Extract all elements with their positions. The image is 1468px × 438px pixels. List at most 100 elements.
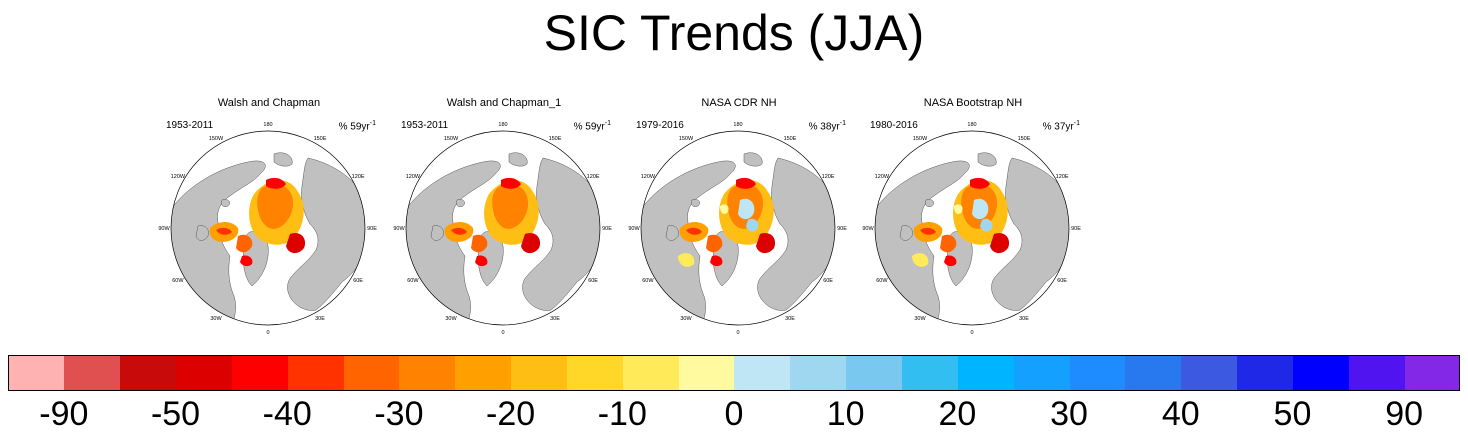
longitude-label: 150E	[314, 136, 327, 142]
longitude-label: 120W	[406, 174, 421, 180]
polar-map: 180 150E 120E 90E 60E 30E 0 30W 60W 90W 120W 150W	[393, 122, 612, 336]
polar-map: 180 150E 120E 90E 60E 30E 0 30W 60W 90W 120W 150W	[158, 122, 377, 336]
longitude-label: 30E	[550, 316, 560, 322]
colorbar-label: 30	[1050, 395, 1088, 433]
longitude-label: 180	[263, 122, 272, 128]
longitude-label: 60W	[407, 278, 419, 284]
longitude-label: 0	[736, 330, 739, 336]
colorbar-label: -20	[486, 395, 536, 433]
longitude-label: 120W	[641, 174, 656, 180]
colorbar-cell	[175, 355, 232, 391]
longitude-label: 180	[498, 122, 507, 128]
land-mass	[925, 199, 934, 207]
polar-map: 180 150E 120E 90E 60E 30E 0 30W 60W 90W 120W 150W	[862, 122, 1081, 336]
longitude-label: 120E	[352, 174, 365, 180]
colorbar-cell	[1180, 355, 1238, 391]
land-mass	[522, 157, 600, 311]
colorbar-cell	[1404, 355, 1461, 391]
longitude-label: 60E	[1057, 278, 1067, 284]
colorbar-label: 50	[1273, 395, 1312, 433]
colorbar-cell	[678, 355, 735, 391]
map-panel: Walsh and Chapman_1 1953-2011 % 59yr-1 180 1…	[393, 96, 615, 336]
longitude-label: 60W	[642, 278, 654, 284]
colorbar-cell	[1124, 355, 1182, 391]
land-mass	[430, 225, 444, 241]
longitude-label: 120E	[587, 174, 600, 180]
longitude-label: 150E	[1018, 136, 1031, 142]
longitude-label: 90E	[602, 226, 612, 232]
longitude-label: 90E	[367, 226, 377, 232]
colorbar-cell	[63, 355, 121, 391]
land-mass	[273, 152, 293, 167]
land-mass	[977, 152, 997, 167]
longitude-label: 90E	[837, 226, 847, 232]
land-mass	[757, 157, 835, 311]
longitude-label: 150W	[679, 136, 694, 142]
colorbar-cell	[231, 355, 288, 391]
colorbar-cell	[845, 355, 903, 391]
colorbar-label: -90	[39, 395, 89, 433]
panel-title: Walsh and Chapman_1	[446, 97, 562, 109]
colorbar-label: 40	[1161, 395, 1200, 433]
polar-map: 180 150E 120E 90E 60E 30E 0 30W 60W 90W 120W 150W	[628, 122, 847, 336]
colorbar-cell	[454, 355, 512, 391]
sic-trend-field	[444, 177, 541, 267]
colorbar-cell	[119, 355, 177, 391]
colorbar-label: 90	[1385, 395, 1424, 433]
panel-trend-unit: % 59yr-1	[573, 120, 611, 133]
colorbar-cell	[343, 355, 400, 391]
longitude-label: 60W	[876, 278, 888, 284]
colorbar-label: -40	[262, 395, 312, 433]
longitude-label: 0	[266, 330, 269, 336]
colorbar-cell	[622, 355, 679, 391]
colorbar-label: -10	[597, 395, 647, 433]
longitude-label: 150E	[784, 136, 797, 142]
longitude-label: 30E	[785, 316, 795, 322]
colorbar-cell	[8, 355, 65, 391]
land-mass	[195, 225, 209, 241]
colorbar-label: 10	[826, 395, 865, 433]
land-mass	[691, 199, 700, 207]
longitude-label: 30W	[914, 316, 926, 322]
longitude-label: 150W	[209, 136, 224, 142]
colorbar-cell	[510, 355, 567, 391]
longitude-label: 120W	[875, 174, 890, 180]
land-mass	[221, 199, 230, 207]
panel-title: NASA Bootstrap NH	[923, 97, 1023, 109]
colorbar	[8, 355, 1461, 391]
longitude-label: 30E	[1019, 316, 1029, 322]
longitude-label: 180	[967, 122, 976, 128]
colorbar-cell	[901, 355, 958, 391]
longitude-label: 90E	[1071, 226, 1081, 232]
colorbar-cell	[734, 355, 791, 391]
longitude-label: 150E	[549, 136, 562, 142]
colorbar-cell	[1013, 355, 1070, 391]
longitude-label: 90W	[862, 226, 874, 232]
colorbar-cell	[566, 355, 623, 391]
longitude-label: 30W	[680, 316, 692, 322]
colorbar-cell	[287, 355, 344, 391]
longitude-label: 90W	[393, 226, 405, 232]
longitude-label: 30W	[445, 316, 457, 322]
colorbar-cell	[398, 355, 456, 391]
colorbar-cell	[789, 355, 847, 391]
longitude-label: 120E	[1056, 174, 1069, 180]
sic-trend-field	[678, 177, 776, 267]
longitude-label: 90W	[158, 226, 170, 232]
longitude-label: 60E	[353, 278, 363, 284]
panel-years: 1979-2016	[636, 120, 684, 131]
panel-years: 1980-2016	[870, 120, 918, 131]
longitude-label: 150W	[913, 136, 928, 142]
panel-years: 1953-2011	[401, 120, 449, 131]
longitude-label: 60W	[172, 278, 184, 284]
sic-trend-field	[912, 177, 1010, 267]
sic-trend-field	[209, 177, 306, 267]
land-mass	[456, 199, 465, 207]
longitude-label: 60E	[588, 278, 598, 284]
panel-trend-unit: % 59yr-1	[338, 120, 376, 133]
land-mass	[743, 152, 763, 167]
colorbar-cell	[1292, 355, 1349, 391]
panel-title: Walsh and Chapman	[217, 97, 321, 109]
colorbar-cell	[1236, 355, 1293, 391]
land-mass	[899, 225, 913, 241]
